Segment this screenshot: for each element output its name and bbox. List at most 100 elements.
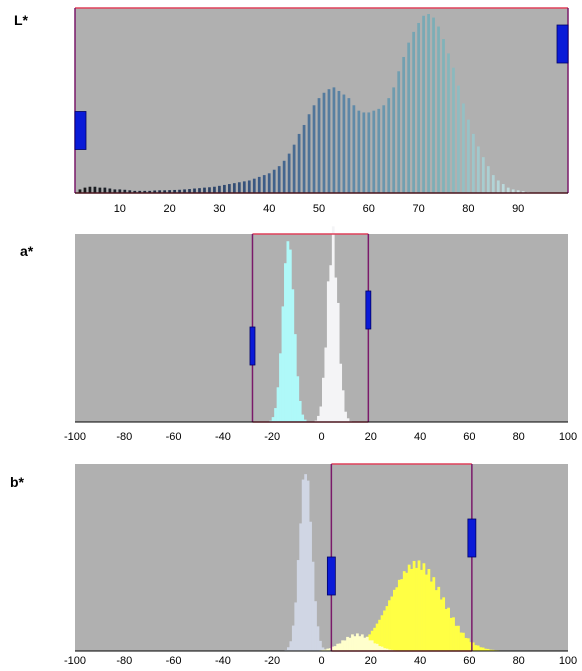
histogram-bar xyxy=(372,110,376,193)
histogram-bar xyxy=(332,87,336,193)
histogram-bar xyxy=(385,606,389,651)
max-handle[interactable] xyxy=(556,24,569,64)
histogram-bar xyxy=(293,334,297,422)
histogram-bar xyxy=(337,90,341,193)
histogram-bar xyxy=(472,133,475,193)
histogram-bar xyxy=(257,176,261,193)
tick-label: -80 xyxy=(116,431,132,443)
histogram-bar xyxy=(133,190,137,193)
histogram-bar xyxy=(301,479,305,651)
histogram-bar xyxy=(83,187,87,193)
min-handle[interactable] xyxy=(249,326,256,366)
histogram-bar xyxy=(328,648,332,651)
histogram-bar xyxy=(203,187,206,193)
tick-label: 100 xyxy=(559,431,577,443)
histogram-bar xyxy=(247,180,251,193)
histogram-bar xyxy=(347,98,351,193)
histogram-bar xyxy=(375,623,379,651)
histogram-bar xyxy=(304,474,308,651)
max-handle[interactable] xyxy=(467,518,477,558)
histogram-bar xyxy=(281,306,285,422)
tick-label: 40 xyxy=(414,431,426,443)
histogram-bar xyxy=(279,353,282,422)
histogram-bar xyxy=(377,108,381,193)
histogram-bar xyxy=(108,188,112,194)
histogram-bar xyxy=(242,181,246,193)
tick-label: 80 xyxy=(513,431,525,443)
histogram-bar xyxy=(213,186,216,194)
histogram-bar xyxy=(138,190,142,193)
histogram-bar xyxy=(388,600,391,651)
histogram-bar xyxy=(113,189,117,193)
histogram-bar xyxy=(324,347,328,422)
histogram-bar xyxy=(479,647,483,651)
histogram-bar xyxy=(301,414,305,422)
histogram-bar xyxy=(362,112,366,193)
histogram-bar xyxy=(327,89,331,193)
histogram-bar xyxy=(296,560,300,651)
histogram-bar xyxy=(452,67,455,193)
histogram-bar xyxy=(143,190,147,193)
histogram-bar xyxy=(385,648,389,651)
histogram-bar xyxy=(387,98,391,193)
histogram-bar xyxy=(306,480,310,651)
histogram-bar xyxy=(183,189,186,193)
histogram-bar xyxy=(427,569,431,651)
tick-label: 40 xyxy=(263,203,275,215)
histogram-bar xyxy=(476,146,480,193)
histogram-bar xyxy=(267,173,271,193)
tick-label: 80 xyxy=(513,655,525,667)
histogram-bar xyxy=(351,634,354,651)
histogram-bar xyxy=(457,85,460,193)
histogram-bar xyxy=(297,133,301,193)
histogram-bar xyxy=(98,187,102,193)
max-handle[interactable] xyxy=(365,290,372,330)
histogram-bar xyxy=(336,643,340,651)
histogram-bar xyxy=(291,289,295,422)
histogram-bar xyxy=(491,649,495,651)
tick-label: 20 xyxy=(365,431,377,443)
histogram-bar xyxy=(153,190,157,193)
histogram-bar xyxy=(476,645,480,651)
histogram-bar xyxy=(432,577,436,651)
histogram-bar xyxy=(178,189,181,193)
histogram-bar xyxy=(336,302,340,422)
histogram-bar xyxy=(378,646,381,651)
histogram-bar xyxy=(274,408,277,422)
b-channel-label: b* xyxy=(10,474,24,490)
histogram-bar xyxy=(271,417,275,422)
histogram-bar xyxy=(420,569,423,651)
histogram-bar xyxy=(427,14,430,193)
histogram-bar xyxy=(331,646,335,651)
histogram-bar xyxy=(363,637,367,651)
histogram-bar xyxy=(223,184,226,193)
plot-area-b xyxy=(75,464,568,651)
histogram-bar xyxy=(496,180,500,193)
tick-label: 20 xyxy=(365,655,377,667)
histogram-bar xyxy=(370,640,374,651)
tick-label: 0 xyxy=(318,431,324,443)
histogram-bar xyxy=(338,643,342,651)
tick-label: -20 xyxy=(264,655,280,667)
histogram-bar xyxy=(422,563,426,651)
histogram-bar xyxy=(474,645,478,651)
histogram-bar xyxy=(412,560,416,651)
histogram-bar xyxy=(462,103,465,193)
histogram-bar xyxy=(390,596,394,651)
histogram-bar xyxy=(123,189,127,193)
histogram-L: 10 20 30 40 50 60 70 80 90 xyxy=(74,7,569,215)
histogram-bar xyxy=(299,523,303,651)
min-handle[interactable] xyxy=(326,556,336,596)
histogram-bar xyxy=(412,31,415,194)
l-channel-label: L* xyxy=(14,12,28,28)
histogram-bar xyxy=(237,182,241,193)
histogram-bar xyxy=(291,625,295,651)
tick-label: 60 xyxy=(363,203,375,215)
histogram-bar xyxy=(356,633,359,651)
histogram-bar xyxy=(378,619,381,651)
histogram-bar xyxy=(486,648,490,651)
histogram-bar xyxy=(383,648,386,651)
min-handle[interactable] xyxy=(74,111,87,150)
histogram-bar xyxy=(272,169,276,193)
